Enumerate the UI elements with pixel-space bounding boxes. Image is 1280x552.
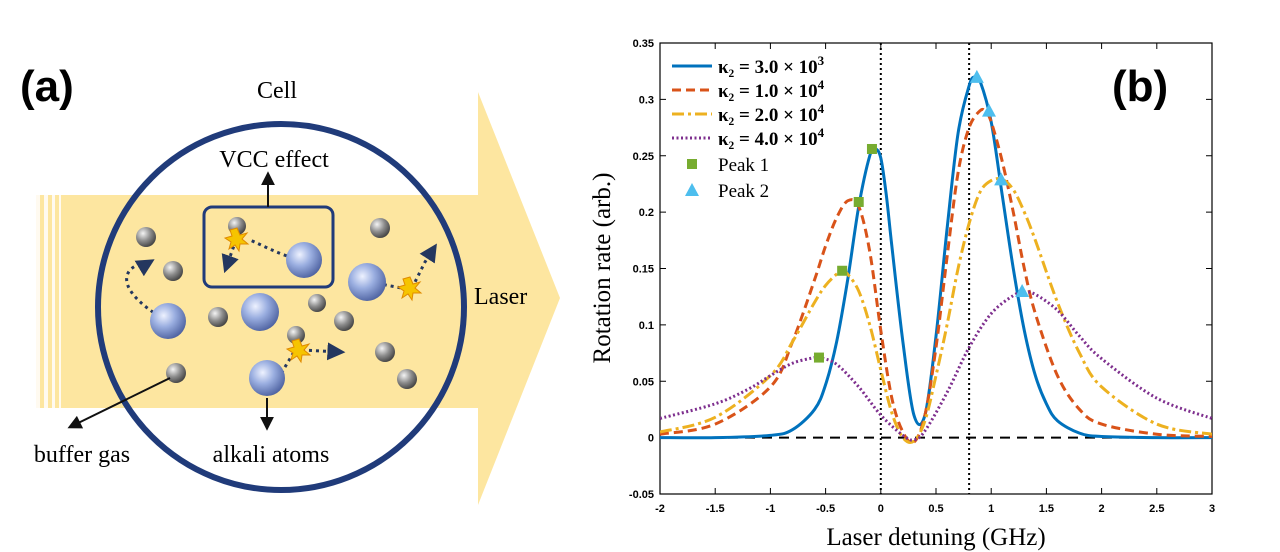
cell-label: Cell [257,78,297,104]
vcc-effect-label: VCC effect [219,147,329,173]
axes: -2 -1.5 -1 -0.5 0 0.5 1 1.5 2 2.5 3 -0.05 0 0.05 0.1 0.… [629,38,1215,515]
y-tick-label: 0 [648,433,654,445]
peak1-marker [837,265,848,276]
x-tick-label: 1 [988,503,994,515]
panel-a-label: (a) [20,62,74,111]
panel-b-chart: -2 -1.5 -1 -0.5 0 0.5 1 1.5 2 2.5 3 -0.05 0 0.05 0.1 0.… [589,38,1215,551]
x-tick-label: -0.5 [816,503,835,515]
peak1-marker [853,196,864,207]
panel-b-label: (b) [1112,62,1168,111]
x-tick-label: 2.5 [1149,503,1164,515]
buffer-atom [136,227,156,247]
alkali-atom [150,303,186,339]
peak2-marker [994,172,1009,186]
buffer-gas-pointer [67,377,171,429]
legend-label-exponent: 4 [818,77,825,92]
alkali-atom [241,293,279,331]
buffer-atom [287,326,305,344]
x-tick-label: -2 [655,503,665,515]
buffer-atom [166,363,186,383]
collision-spark [396,276,423,302]
y-tick-label: -0.05 [629,489,654,501]
buffer-gas-label: buffer gas [34,442,130,468]
x-tick-label: 0.5 [928,503,943,515]
peak2-marker [1015,284,1030,298]
peak2-marker [969,69,984,83]
buffer-atom [370,218,390,238]
legend-label-text: κ₂ = 1.0 × 10 [718,81,818,102]
legend-label-text: κ₂ = 4.0 × 10 [718,129,818,150]
alkali-atoms-label: alkali atoms [213,442,330,468]
legend-label-4: κ₂ = 4.0 × 104 [718,125,825,150]
peak1-marker [813,352,824,363]
vapor-cell [95,121,467,493]
legend-peak2-label: Peak 2 [718,181,769,202]
legend-label-exponent: 4 [818,101,825,116]
buffer-atom [334,311,354,331]
legend-peak1-marker [687,159,697,169]
x-tick-label: 2 [1099,503,1105,515]
buffer-atom [397,369,417,389]
alkali-atom [286,242,322,278]
y-tick-label: 0.3 [639,94,654,106]
laser-label: Laser [474,284,527,310]
buffer-gas-atoms [136,217,417,389]
plot-area [659,42,1213,495]
y-axis-title: Rotation rate (arb.) [589,173,616,364]
alkali-atoms [150,242,386,396]
alkali-atom [348,263,386,301]
legend-label-text: κ₂ = 2.0 × 10 [718,105,818,126]
peak2-marker [981,103,996,117]
collision-spark [223,227,250,253]
legend-label-3: κ₂ = 2.0 × 104 [718,101,825,126]
legend-peak1-label: Peak 1 [718,155,769,176]
buffer-atom [308,294,326,312]
x-tick-label: 1.5 [1039,503,1054,515]
peak-markers [813,69,1030,363]
series-line-4 [660,290,1212,442]
legend-label-2: κ₂ = 1.0 × 104 [718,77,825,102]
alkali-atom [249,360,285,396]
x-axis-title: Laser detuning (GHz) [826,524,1045,551]
beam-source-stripes [36,195,61,408]
buffer-atom [208,307,228,327]
x-tick-label: -1 [766,503,776,515]
buffer-atom [163,261,183,281]
series-line-3 [660,177,1212,444]
y-tick-label: 0.05 [633,376,654,388]
collision-spark [285,338,312,364]
y-tick-label: 0.2 [639,207,654,219]
x-tick-label: -1.5 [706,503,725,515]
y-tick-label: 0.1 [639,320,654,332]
buffer-atom [375,342,395,362]
y-tick-label: 0.15 [633,264,654,276]
legend-label-exponent: 3 [818,53,825,68]
legend-label-1: κ₂ = 3.0 × 103 [718,53,825,78]
peak1-marker [866,143,877,154]
y-tick-label: 0.35 [633,38,654,50]
x-tick-label: 0 [878,503,884,515]
collision-sparks [223,227,423,364]
x-tick-label: 3 [1209,503,1215,515]
y-tick-label: 0.25 [633,151,654,163]
curves [660,74,1212,445]
legend-peak2-marker [685,183,699,196]
panel-a-schematic: (a) Cell VCC effect Laser buffer gas alk… [20,62,560,505]
legend-label-exponent: 4 [818,125,825,140]
legend-label-text: κ₂ = 3.0 × 10 [718,57,818,78]
